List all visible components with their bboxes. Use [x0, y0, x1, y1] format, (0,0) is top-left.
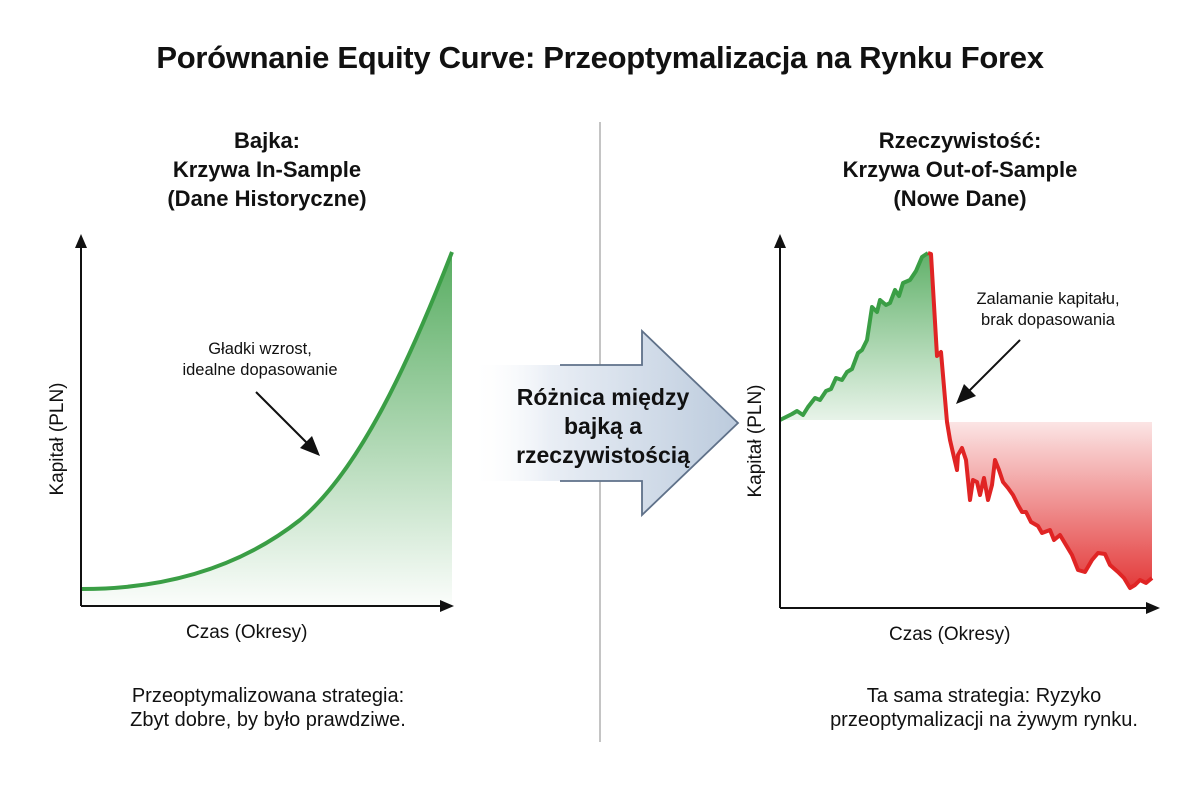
right-equity-line-red — [927, 251, 1154, 590]
left-area-fill — [82, 252, 452, 606]
subtitle-line: Krzywa In-Sample — [172, 157, 362, 182]
right-chart — [774, 234, 1160, 614]
subtitle-line: Bajka: — [233, 128, 301, 153]
right-y-axis-label: Kapitał (PLN) — [745, 384, 766, 498]
right-panel-subtitle: Rzeczywistość: Krzywa Out-of-Sample (Now… — [760, 126, 1160, 213]
annotation-line: Zalamanie kapitału, — [976, 290, 1120, 308]
right-equity-line-green — [779, 251, 930, 422]
caption-line: Ta sama strategia: Ryzyko — [866, 685, 1102, 707]
left-equity-line — [81, 251, 454, 591]
caption-line: przeoptymalizacji na żywym rynku. — [830, 709, 1138, 731]
subtitle-line: Rzeczywistość: — [878, 128, 1042, 153]
right-x-axis-label: Czas (Okresy) — [889, 624, 1011, 645]
caption-line: Przeoptymalizowana strategia: — [131, 685, 405, 707]
subtitle-line: Krzywa Out-of-Sample — [842, 157, 1078, 182]
left-chart — [75, 234, 454, 612]
annotation-line: Gładki wzrost, — [208, 340, 312, 358]
left-caption: Przeoptymalizowana strategia: Zbyt dobre… — [38, 684, 498, 732]
right-green-fill — [780, 253, 947, 420]
right-red-fill — [947, 422, 1152, 588]
subtitle-line: (Dane Historyczne) — [167, 186, 367, 211]
arrow-text-line: bajką a — [564, 413, 642, 439]
right-annotation-arrow-icon — [956, 384, 976, 404]
left-x-axis-arrow-icon — [440, 600, 454, 612]
arrow-text-line: Różnica między — [516, 384, 690, 410]
left-x-axis-label: Czas (Okresy) — [186, 622, 308, 643]
right-y-axis-arrow-icon — [774, 234, 786, 248]
caption-line: Zbyt dobre, by było prawdziwe. — [130, 709, 406, 731]
left-y-axis-label: Kapitał (PLN) — [47, 382, 68, 496]
left-annotation-arrow-icon — [300, 436, 320, 456]
left-y-axis-arrow-icon — [75, 234, 87, 248]
right-x-axis-arrow-icon — [1146, 602, 1160, 614]
right-caption: Ta sama strategia: Ryzyko przeoptymaliza… — [754, 684, 1200, 732]
left-panel-subtitle: Bajka: Krzywa In-Sample (Dane Historyczn… — [67, 126, 467, 213]
arrow-text-line: rzeczywistością — [516, 442, 690, 468]
center-arrow-label: Różnica między bajką a rzeczywistością — [478, 383, 728, 470]
annotation-line: idealne dopasowanie — [182, 361, 338, 379]
left-annotation: Gładki wzrost, idealne dopasowanie — [160, 339, 360, 381]
page-title: Porównanie Equity Curve: Przeoptymalizac… — [156, 40, 1044, 75]
subtitle-line: (Nowe Dane) — [893, 186, 1027, 211]
annotation-line: brak dopasowania — [981, 311, 1115, 329]
right-annotation: Zalamanie kapitału, brak dopasowania — [958, 289, 1138, 331]
center-arrow — [470, 328, 740, 518]
